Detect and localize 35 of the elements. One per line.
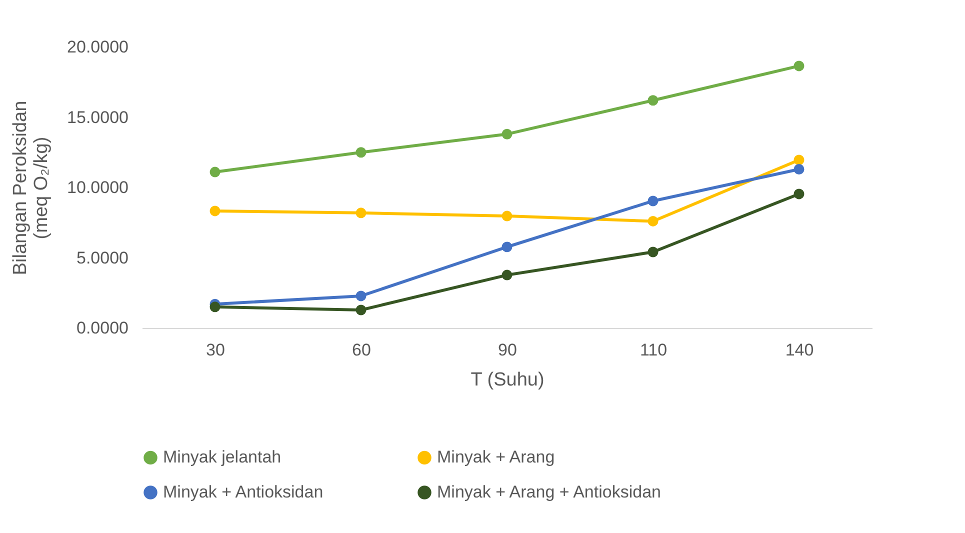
- x-tick-label: 140: [785, 340, 814, 360]
- point: [502, 242, 512, 252]
- point: [356, 147, 366, 158]
- point: [356, 304, 366, 316]
- y-axis-title: Bilangan Peroksidan (meq O₂/kg): [10, 100, 52, 276]
- legend-label: Minyak + Arang: [437, 448, 555, 467]
- point: [210, 302, 220, 312]
- point: [648, 246, 658, 258]
- point: [794, 154, 804, 166]
- y-tick-label: 10.0000: [67, 178, 128, 197]
- x-axis-title: T (Suhu): [470, 370, 544, 390]
- point: [210, 166, 220, 178]
- point: [356, 208, 366, 218]
- y-tick-label: 15.0000: [67, 108, 128, 127]
- legend-label: Minyak jelantah: [163, 448, 282, 467]
- legend-label: Minyak + Antioksidan: [163, 482, 324, 502]
- x-tick-label: 90: [498, 340, 517, 360]
- point: [794, 164, 804, 174]
- point: [502, 210, 512, 222]
- legend-label: Minyak + Arang + Antioksidan: [437, 482, 661, 502]
- point: [794, 188, 804, 200]
- y-tick-label: 0.0000: [76, 318, 128, 338]
- point: [502, 128, 512, 140]
- x-tick-label: 30: [206, 340, 225, 360]
- point: [794, 60, 804, 72]
- point: [648, 95, 658, 106]
- point: [648, 196, 658, 206]
- point: [502, 270, 512, 280]
- x-tick-label: 110: [640, 340, 668, 360]
- y-tick-label: 20.0000: [67, 38, 128, 56]
- y-tick-label: 5.0000: [76, 248, 128, 268]
- point: [210, 206, 220, 216]
- point: [356, 290, 366, 302]
- point: [648, 216, 658, 226]
- x-tick-label: 60: [352, 340, 371, 360]
